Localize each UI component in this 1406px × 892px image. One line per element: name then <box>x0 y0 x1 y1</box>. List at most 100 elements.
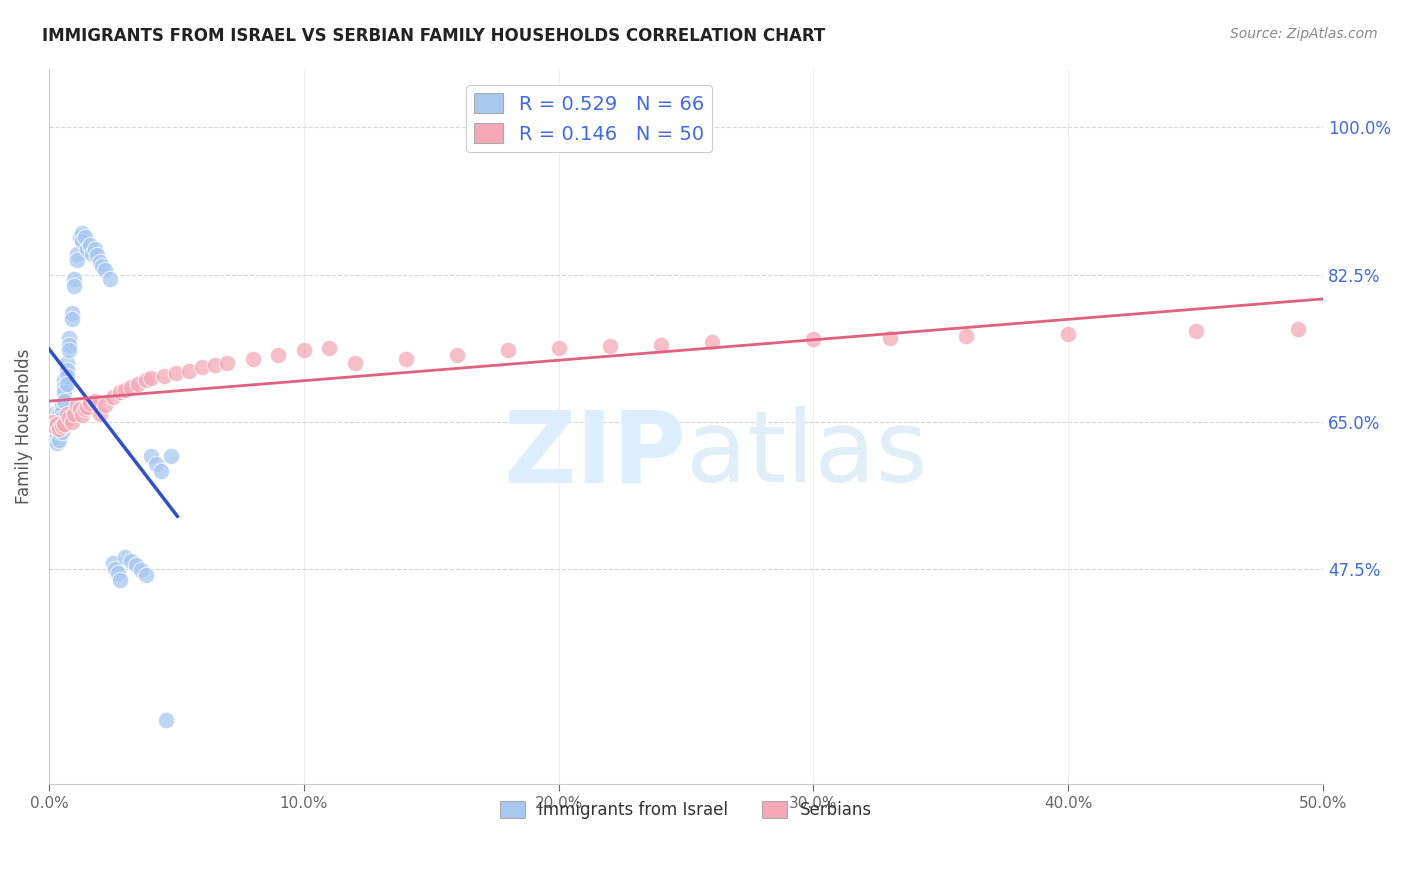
Point <box>160 449 183 463</box>
Point <box>107 566 129 581</box>
Point <box>242 351 264 366</box>
Text: IMMIGRANTS FROM ISRAEL VS SERBIAN FAMILY HOUSEHOLDS CORRELATION CHART: IMMIGRANTS FROM ISRAEL VS SERBIAN FAMILY… <box>42 27 825 45</box>
Point <box>91 259 114 273</box>
Point <box>292 343 315 358</box>
Point <box>83 393 105 408</box>
Point <box>879 331 901 345</box>
Point <box>45 417 67 431</box>
Point <box>120 554 142 568</box>
Point <box>51 419 73 434</box>
Point <box>73 402 96 417</box>
Point <box>63 272 86 286</box>
Point <box>139 371 162 385</box>
Point <box>83 243 105 257</box>
Point <box>73 229 96 244</box>
Point <box>69 402 91 417</box>
Point <box>56 407 79 421</box>
Point <box>547 341 569 355</box>
Text: ZIP: ZIP <box>503 406 686 503</box>
Point <box>114 383 136 397</box>
Point <box>343 356 366 370</box>
Point <box>267 348 290 362</box>
Point <box>496 343 519 358</box>
Point <box>56 363 79 377</box>
Point <box>58 343 80 358</box>
Point <box>56 377 79 392</box>
Point <box>89 255 111 269</box>
Point <box>42 407 65 421</box>
Point <box>700 334 723 349</box>
Legend: Immigrants from Israel, Serbians: Immigrants from Israel, Serbians <box>494 794 879 825</box>
Point <box>69 229 91 244</box>
Point <box>94 263 117 277</box>
Point <box>42 415 65 429</box>
Point <box>1184 324 1206 338</box>
Point <box>51 417 73 431</box>
Point <box>63 407 86 421</box>
Point <box>48 425 70 439</box>
Point <box>70 234 93 248</box>
Point <box>42 419 65 434</box>
Point <box>803 333 825 347</box>
Point <box>110 573 132 587</box>
Point <box>139 449 162 463</box>
Point <box>51 405 73 419</box>
Point <box>41 432 63 446</box>
Point <box>70 226 93 240</box>
Point <box>51 425 73 439</box>
Point <box>60 415 83 429</box>
Point <box>48 434 70 448</box>
Point <box>48 407 70 421</box>
Point <box>58 410 80 425</box>
Point <box>45 417 67 431</box>
Y-axis label: Family Households: Family Households <box>15 349 32 504</box>
Point <box>79 396 101 410</box>
Point <box>152 368 174 383</box>
Point <box>66 253 89 268</box>
Point <box>1057 326 1080 341</box>
Point <box>110 385 132 400</box>
Point <box>599 339 621 353</box>
Point <box>79 238 101 252</box>
Point <box>120 379 142 393</box>
Point <box>63 278 86 293</box>
Point <box>217 356 239 370</box>
Point <box>124 558 146 572</box>
Point <box>135 373 157 387</box>
Point <box>51 410 73 425</box>
Point <box>70 408 93 422</box>
Point <box>145 457 167 471</box>
Point <box>179 364 201 378</box>
Point <box>66 246 89 260</box>
Point <box>318 341 340 355</box>
Point <box>56 368 79 383</box>
Point <box>48 419 70 434</box>
Text: atlas: atlas <box>686 406 928 503</box>
Text: Source: ZipAtlas.com: Source: ZipAtlas.com <box>1230 27 1378 41</box>
Point <box>58 331 80 345</box>
Point <box>446 348 468 362</box>
Point <box>104 562 127 576</box>
Point <box>41 423 63 437</box>
Point <box>53 385 76 400</box>
Point <box>155 713 177 727</box>
Point <box>135 568 157 582</box>
Point <box>53 393 76 408</box>
Point <box>650 337 672 351</box>
Point <box>42 419 65 434</box>
Point <box>76 400 98 414</box>
Point <box>48 413 70 427</box>
Point <box>165 366 187 380</box>
Point <box>150 464 173 478</box>
Point <box>45 410 67 425</box>
Point <box>1286 322 1309 336</box>
Point <box>66 398 89 412</box>
Point <box>89 407 111 421</box>
Point <box>955 329 977 343</box>
Point <box>42 427 65 442</box>
Point <box>53 373 76 387</box>
Point <box>114 549 136 564</box>
Point <box>101 390 124 404</box>
Point <box>204 358 226 372</box>
Point <box>60 312 83 326</box>
